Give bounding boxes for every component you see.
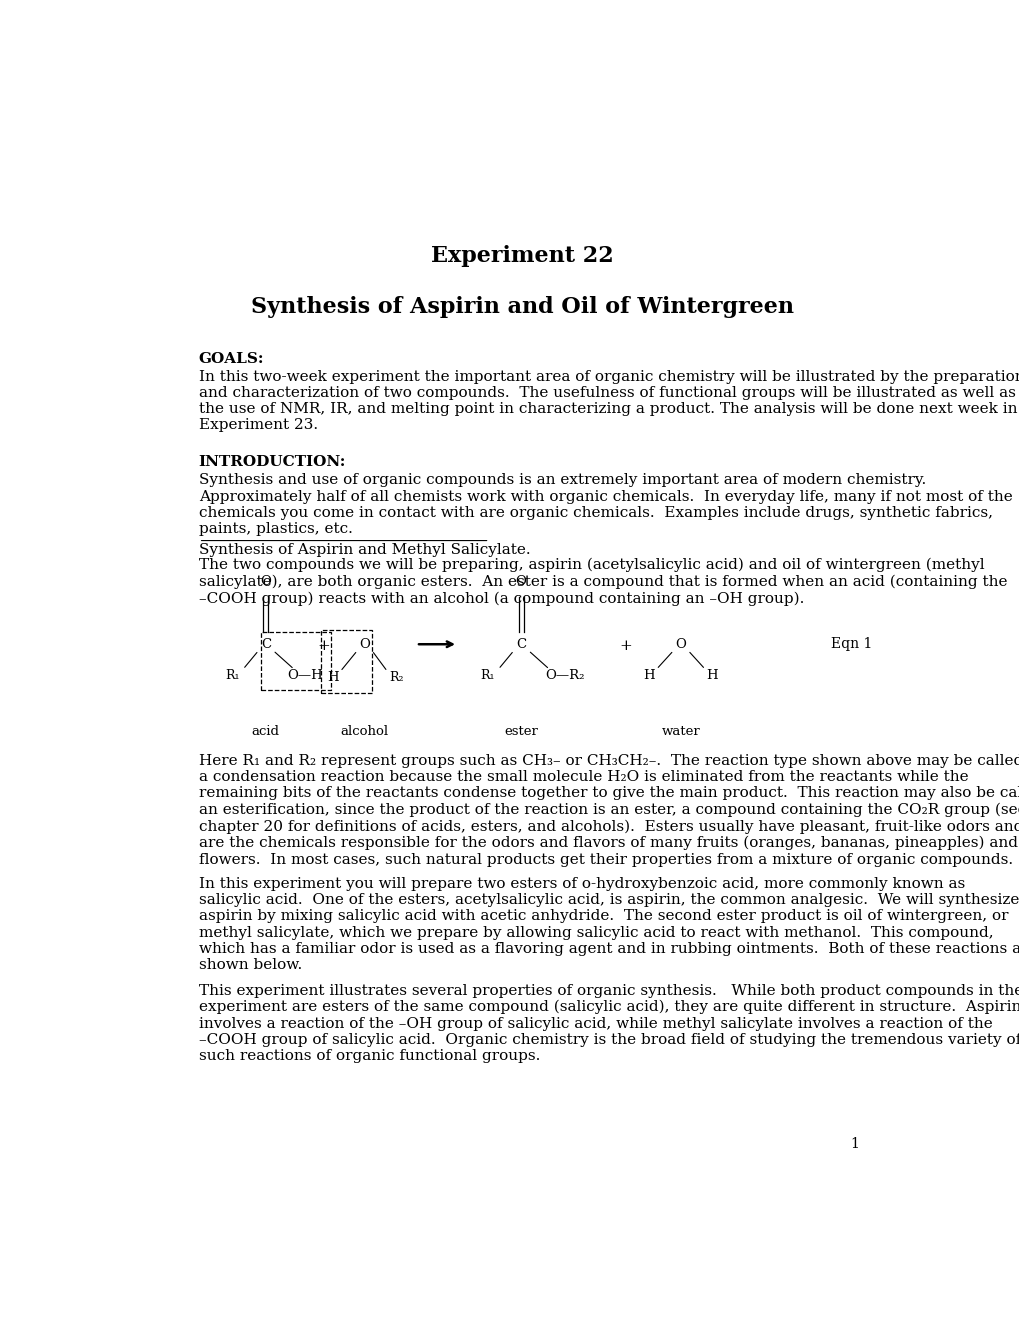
Text: Experiment 22: Experiment 22 bbox=[431, 244, 613, 267]
Text: O—H: O—H bbox=[287, 669, 323, 682]
Text: Synthesis of Aspirin and Methyl Salicylate.: Synthesis of Aspirin and Methyl Salicyla… bbox=[199, 543, 530, 557]
Text: This experiment illustrates several properties of organic synthesis.   While bot: This experiment illustrates several prop… bbox=[199, 983, 1019, 1063]
Text: 1: 1 bbox=[850, 1138, 858, 1151]
Text: R₁: R₁ bbox=[225, 669, 239, 682]
Text: R₁: R₁ bbox=[480, 669, 495, 682]
Text: H: H bbox=[643, 669, 654, 682]
Text: H: H bbox=[706, 669, 717, 682]
Text: In this experiment you will prepare two esters of o-hydroxybenzoic acid, more co: In this experiment you will prepare two … bbox=[199, 876, 1019, 972]
Bar bbox=[261, 632, 330, 690]
Text: Eqn 1: Eqn 1 bbox=[830, 638, 871, 651]
Text: Synthesis of Aspirin and Oil of Wintergreen: Synthesis of Aspirin and Oil of Wintergr… bbox=[251, 296, 794, 318]
Text: O: O bbox=[359, 638, 370, 651]
Text: Here R₁ and R₂ represent groups such as CH₃– or CH₃CH₂–.  The reaction type show: Here R₁ and R₂ represent groups such as … bbox=[199, 754, 1019, 867]
Text: C: C bbox=[516, 638, 526, 651]
Text: R₂: R₂ bbox=[388, 672, 404, 684]
Text: acid: acid bbox=[252, 725, 279, 738]
Text: O: O bbox=[260, 576, 271, 589]
Text: water: water bbox=[661, 725, 699, 738]
Text: The two compounds we will be preparing, aspirin (acetylsalicylic acid) and oil o: The two compounds we will be preparing, … bbox=[199, 558, 1006, 606]
Text: +: + bbox=[317, 639, 329, 653]
Text: alcohol: alcohol bbox=[340, 725, 388, 738]
Text: H: H bbox=[327, 672, 338, 684]
Bar bbox=[321, 630, 371, 693]
Text: O: O bbox=[516, 576, 526, 589]
Text: O—R₂: O—R₂ bbox=[545, 669, 585, 682]
Text: O: O bbox=[675, 638, 686, 651]
Text: ester: ester bbox=[503, 725, 538, 738]
Text: INTRODUCTION:: INTRODUCTION: bbox=[199, 455, 345, 469]
Text: In this two-week experiment the important area of organic chemistry will be illu: In this two-week experiment the importan… bbox=[199, 370, 1019, 433]
Text: +: + bbox=[619, 639, 632, 653]
Text: Synthesis and use of organic compounds is an extremely important area of modern : Synthesis and use of organic compounds i… bbox=[199, 474, 1012, 536]
Text: GOALS:: GOALS: bbox=[199, 351, 264, 366]
Text: C: C bbox=[261, 638, 271, 651]
